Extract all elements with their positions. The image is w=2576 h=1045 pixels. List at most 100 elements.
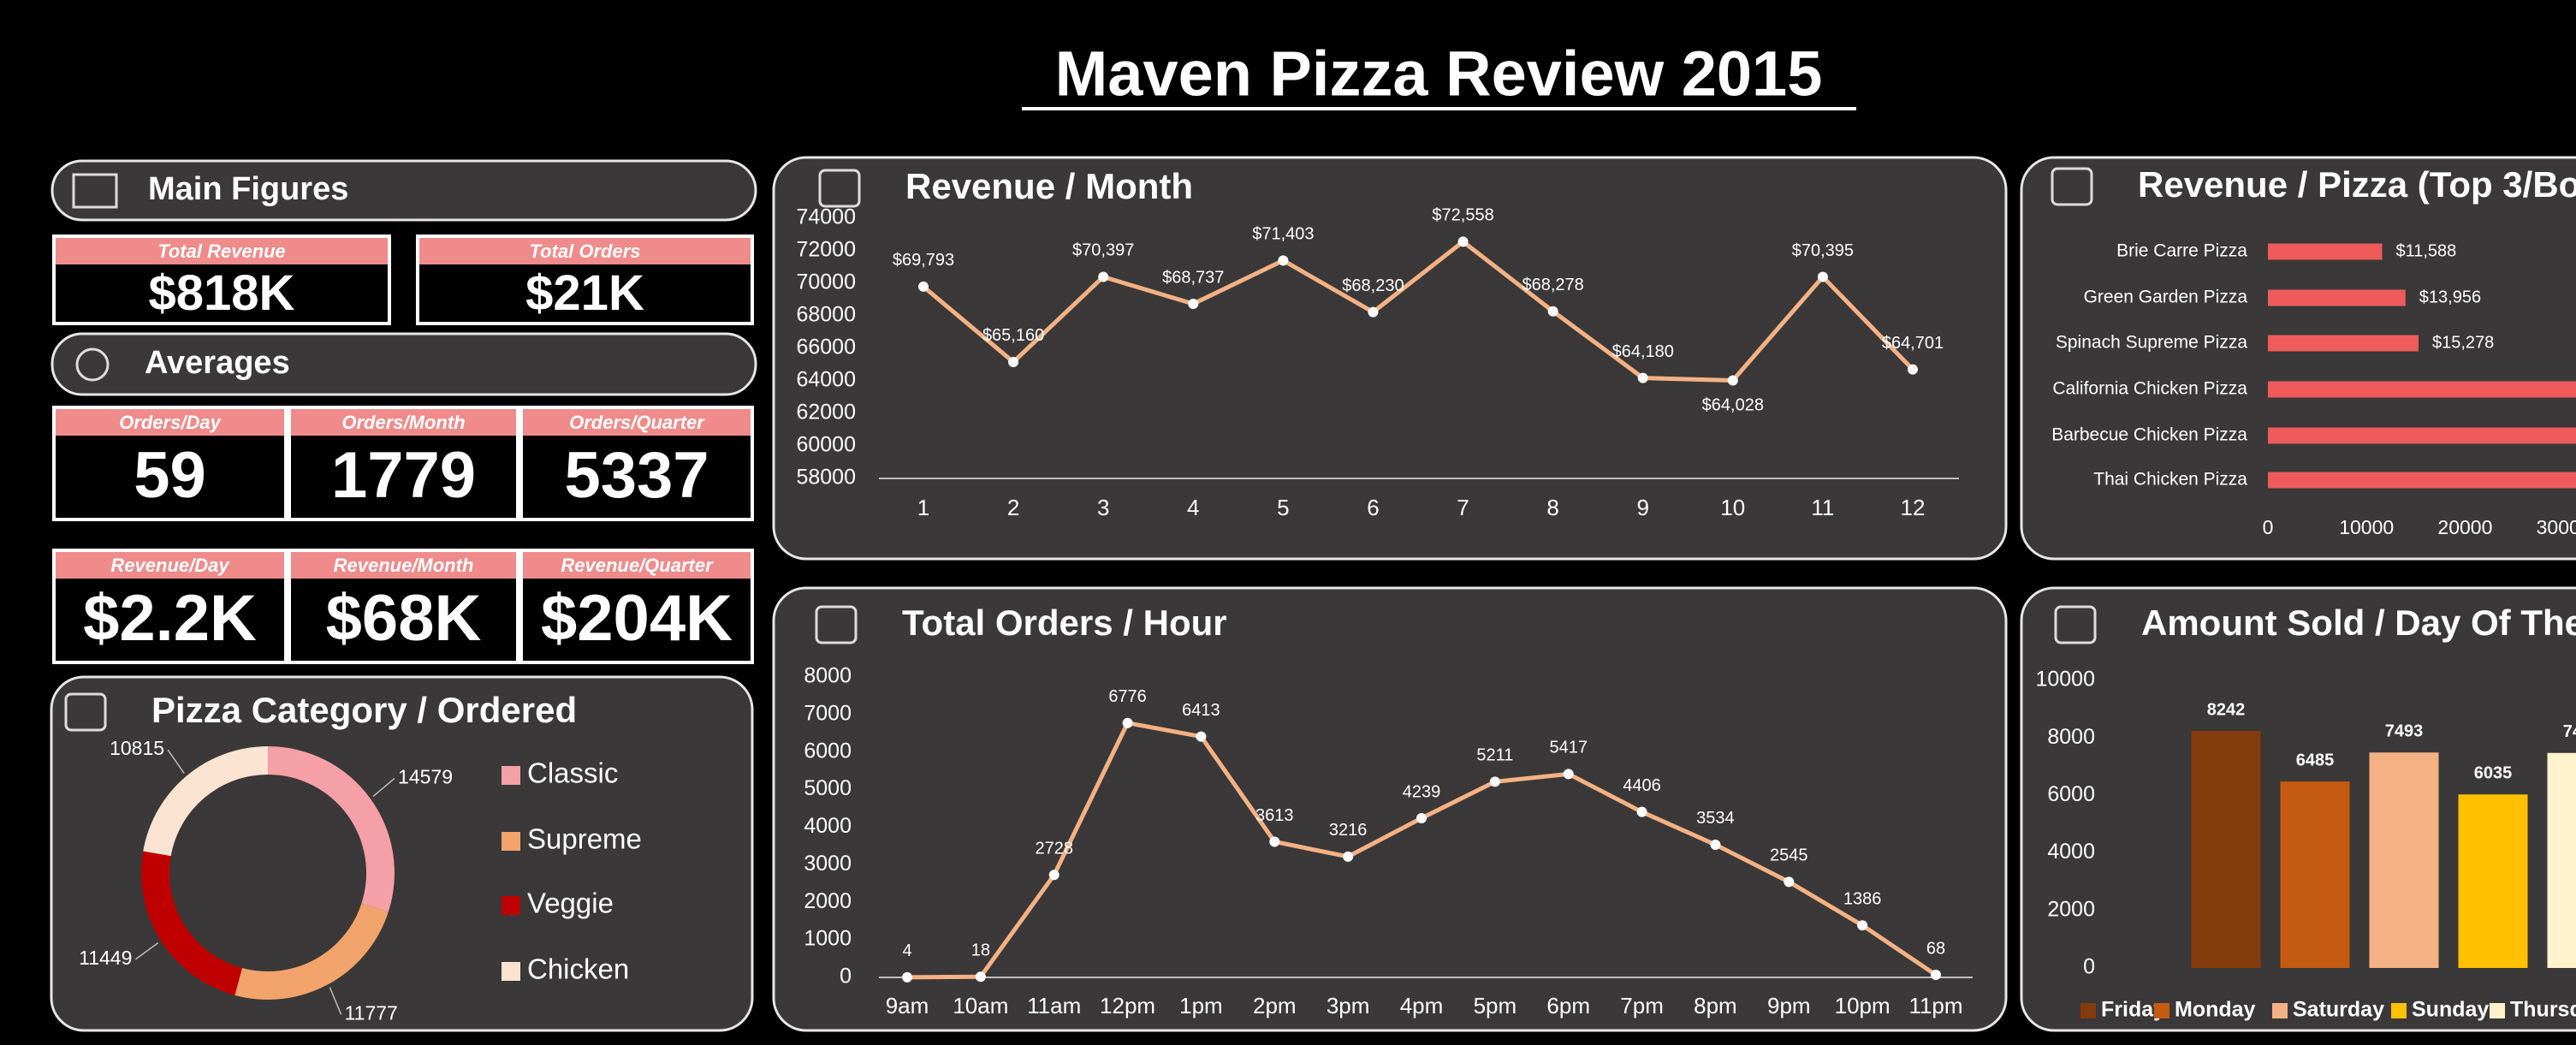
data-label: $13,956 bbox=[2419, 288, 2481, 306]
y-tick-label: 10000 bbox=[2035, 668, 2095, 692]
donut-slice bbox=[143, 746, 268, 857]
data-label: 18 bbox=[971, 941, 990, 959]
panel bbox=[50, 332, 757, 396]
icon bbox=[64, 692, 107, 732]
data-label: 7478 bbox=[2563, 722, 2576, 741]
donut-slice bbox=[268, 746, 395, 912]
data-point bbox=[1563, 769, 1574, 780]
x-tick-label: 30000 bbox=[2537, 516, 2576, 538]
data-label: 6035 bbox=[2474, 764, 2513, 783]
legend-swatch bbox=[2080, 1003, 2096, 1018]
legend-label: Classic bbox=[527, 757, 618, 789]
x-tick-label: 3pm bbox=[1327, 993, 1370, 1018]
y-tick-label: 1000 bbox=[804, 927, 852, 951]
kpi-label: Orders/Day bbox=[119, 412, 222, 433]
y-tick-label: 72000 bbox=[796, 238, 856, 262]
kpi-value: 5337 bbox=[564, 439, 709, 512]
bar bbox=[2369, 752, 2439, 968]
kpi-value: $68K bbox=[326, 582, 482, 655]
kpi-label-band bbox=[291, 552, 516, 579]
category-label: Brie Carre Pizza bbox=[2116, 241, 2247, 261]
x-tick-label: 11pm bbox=[1908, 993, 1962, 1018]
data-point bbox=[1416, 813, 1427, 824]
leader-line bbox=[134, 941, 159, 960]
icon bbox=[2054, 605, 2097, 644]
x-tick-label: 10 bbox=[1720, 495, 1745, 520]
bar bbox=[2268, 289, 2406, 306]
legend-label: Monday bbox=[2175, 998, 2256, 1022]
chart-title: Amount Sold / Day Of The Week bbox=[2141, 603, 2576, 643]
y-tick-label: 66000 bbox=[796, 335, 856, 359]
data-label: $11,588 bbox=[2395, 241, 2456, 260]
legend-label: Saturday bbox=[2293, 998, 2384, 1022]
data-label: 3216 bbox=[1329, 821, 1368, 840]
data-point bbox=[1457, 236, 1469, 247]
category-label: Thai Chicken Pizza bbox=[2093, 470, 2247, 490]
kpi-value: $818K bbox=[149, 265, 295, 321]
line-series bbox=[922, 239, 1914, 383]
icon bbox=[2051, 167, 2093, 206]
x-tick-label: 4 bbox=[1187, 495, 1199, 520]
leader-line bbox=[372, 777, 395, 798]
data-point bbox=[1857, 920, 1868, 931]
kpi-label-band bbox=[523, 552, 751, 579]
data-label: 4239 bbox=[1403, 782, 1441, 801]
data-label: 4406 bbox=[1623, 776, 1661, 795]
data-point bbox=[1908, 364, 1918, 375]
kpi-label: Total Revenue bbox=[157, 240, 286, 262]
section-heading: Main Figures bbox=[148, 171, 348, 207]
kpi-label-band bbox=[56, 552, 284, 579]
data-label: 3534 bbox=[1696, 809, 1735, 828]
x-tick-label: 1 bbox=[917, 495, 929, 520]
category-label: Barbecue Chicken Pizza bbox=[2051, 425, 2247, 445]
chart-title: Revenue / Pizza (Top 3/Bottom 3) bbox=[2138, 164, 2576, 205]
x-tick-label: 1pm bbox=[1179, 993, 1223, 1018]
kpi-value: 59 bbox=[134, 439, 206, 512]
data-label: 14579 bbox=[398, 766, 453, 788]
panel bbox=[2020, 156, 2576, 561]
y-tick-label: 5000 bbox=[804, 776, 852, 800]
y-tick-label: 64000 bbox=[796, 368, 856, 392]
data-label: 4 bbox=[902, 941, 911, 960]
x-tick-label: 10000 bbox=[2339, 516, 2394, 538]
x-tick-label: 0 bbox=[2263, 516, 2274, 538]
y-tick-label: 0 bbox=[840, 965, 852, 989]
x-tick-label: 3 bbox=[1097, 495, 1109, 520]
x-tick-label: 9 bbox=[1636, 495, 1648, 520]
data-point bbox=[1196, 731, 1207, 742]
data-label: 8242 bbox=[2207, 700, 2246, 719]
data-label: 6413 bbox=[1182, 701, 1220, 720]
legend-label: Veggie bbox=[527, 888, 614, 919]
data-label: $68,230 bbox=[1342, 276, 1404, 295]
data-point bbox=[1784, 876, 1795, 888]
y-tick-label: 68000 bbox=[796, 303, 856, 327]
kpi-label: Total Orders bbox=[530, 240, 641, 262]
category-label: California Chicken Pizza bbox=[2052, 379, 2247, 399]
data-label: 2545 bbox=[1770, 846, 1808, 865]
y-tick-label: 74000 bbox=[796, 205, 856, 229]
x-tick-label: 6pm bbox=[1546, 993, 1590, 1018]
y-tick-label: 3000 bbox=[804, 852, 852, 876]
panel bbox=[50, 159, 757, 222]
chart-title: Revenue / Month bbox=[905, 166, 1193, 206]
data-label: 11777 bbox=[345, 1001, 398, 1024]
y-tick-label: 70000 bbox=[796, 270, 856, 294]
icon bbox=[818, 169, 861, 208]
legend-label: Sunday bbox=[2412, 998, 2489, 1022]
x-tick-label: 12pm bbox=[1100, 993, 1155, 1018]
x-tick-label: 11am bbox=[1027, 993, 1081, 1018]
legend-swatch bbox=[2391, 1003, 2407, 1018]
icon bbox=[72, 173, 118, 209]
y-tick-label: 4000 bbox=[804, 814, 852, 838]
data-label: $65,160 bbox=[982, 326, 1044, 345]
bar bbox=[2268, 335, 2419, 352]
bar bbox=[2191, 731, 2261, 968]
data-point bbox=[918, 281, 929, 292]
legend-swatch bbox=[502, 832, 520, 851]
data-label: $15,278 bbox=[2432, 333, 2494, 352]
bar bbox=[2268, 243, 2383, 260]
x-tick-label: 2 bbox=[1007, 495, 1019, 520]
data-point bbox=[1710, 839, 1721, 850]
x-tick-label: 9pm bbox=[1767, 993, 1811, 1018]
data-point bbox=[1547, 306, 1558, 317]
